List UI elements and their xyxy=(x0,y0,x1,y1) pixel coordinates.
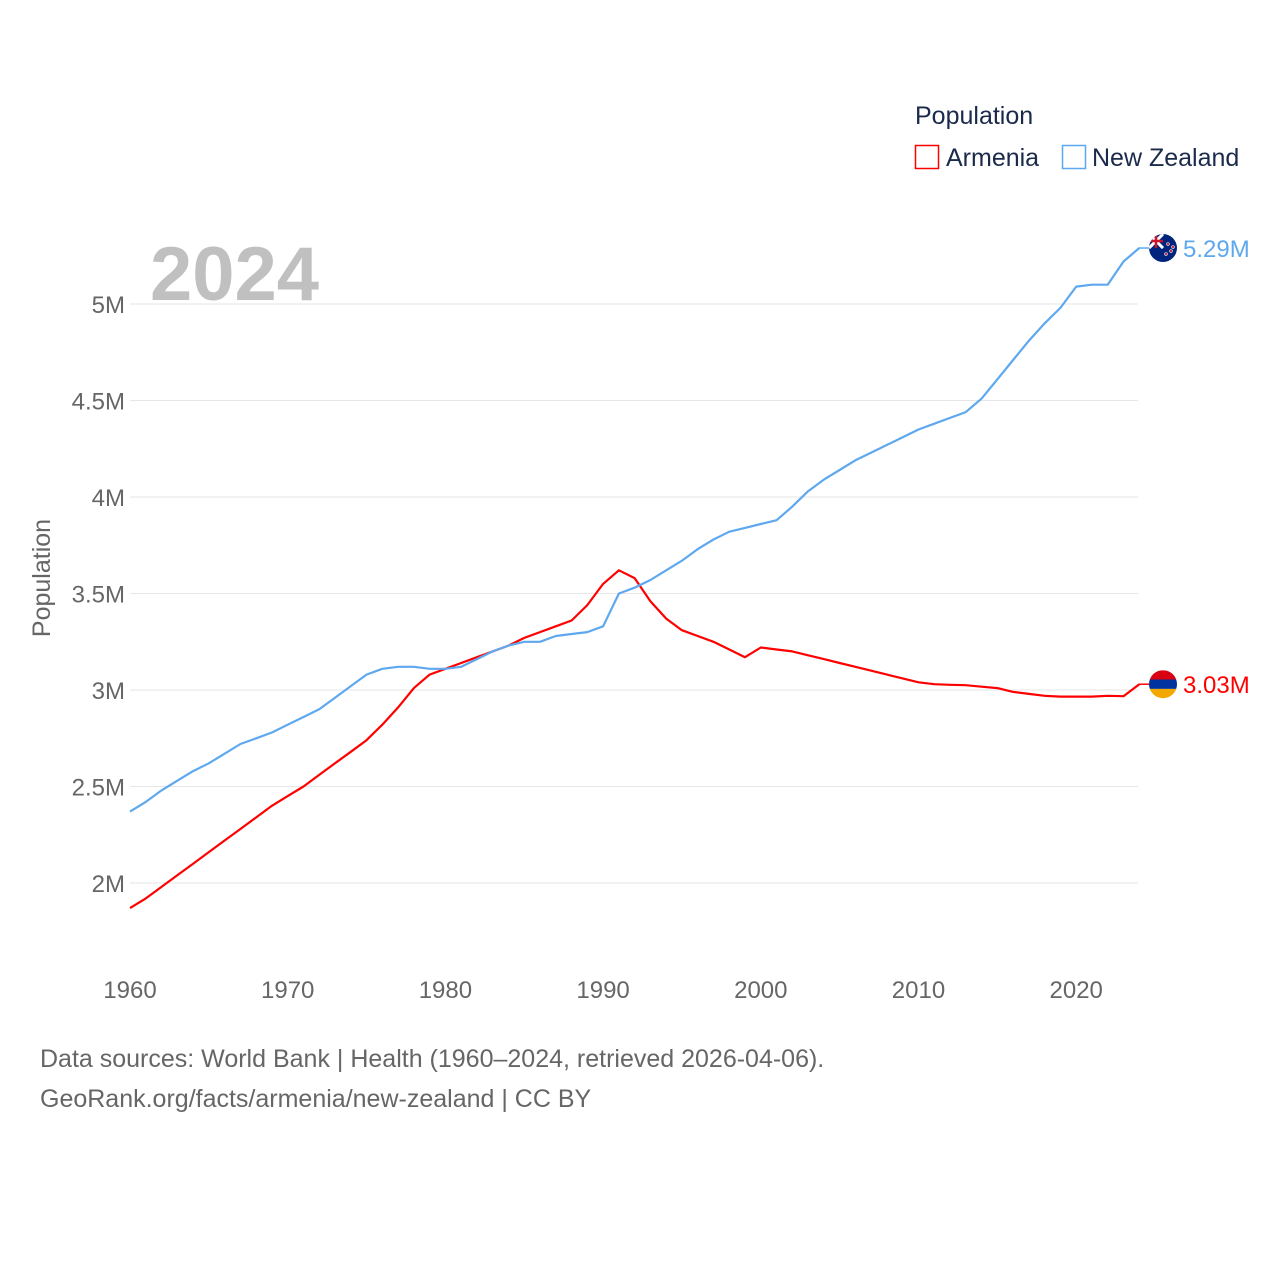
series-line-armenia xyxy=(129,569,1140,910)
flag-star xyxy=(1166,242,1170,246)
series-lines xyxy=(129,247,1141,910)
y-tick-label: 2.5M xyxy=(72,775,125,802)
series-line-new-zealand xyxy=(129,247,1141,813)
y-tick-label: 2M xyxy=(92,871,125,898)
y-tick-label: 3M xyxy=(92,678,125,705)
legend-label-armenia: Armenia xyxy=(946,144,1039,172)
y-tick-label: 4M xyxy=(92,485,125,512)
y-axis-label: Population xyxy=(28,519,56,637)
flag-star xyxy=(1169,249,1173,253)
flag-star xyxy=(1164,252,1168,256)
flag-stripe-red xyxy=(1149,670,1177,681)
flag-stripe-blue xyxy=(1149,679,1177,689)
y-tick-label: 5M xyxy=(92,292,125,319)
legend-title: Population xyxy=(915,102,1033,130)
credit-link[interactable]: GeoRank.org/facts/armenia/new-zealand | … xyxy=(40,1085,592,1113)
x-tick-label: 1990 xyxy=(576,977,629,1004)
legend-swatch-armenia xyxy=(914,144,940,170)
x-tick-label: 1980 xyxy=(419,977,472,1004)
year-watermark: 2024 xyxy=(150,232,319,317)
x-tick-label: 1960 xyxy=(103,977,156,1004)
legend-item-armenia[interactable]: Armenia xyxy=(914,144,1040,172)
y-tick-label: 3.5M xyxy=(72,582,125,609)
data-sources-text: Data sources: World Bank | Health (1960–… xyxy=(40,1045,825,1073)
legend-label-new-zealand: New Zealand xyxy=(1092,144,1239,172)
y-tick-label: 4.5M xyxy=(72,389,125,416)
x-tick-label: 2010 xyxy=(892,977,945,1004)
legend: Population Armenia New Zealand xyxy=(914,102,1240,172)
gridlines xyxy=(130,303,1138,884)
y-axis-ticks: 2M 2.5M 3M 3.5M 4M 4.5M 5M xyxy=(72,292,125,898)
flag-stripe-orange xyxy=(1149,688,1177,699)
x-tick-label: 1970 xyxy=(261,977,314,1004)
x-tick-label: 2020 xyxy=(1050,977,1103,1004)
end-value-label-new-zealand: 5.29M xyxy=(1183,236,1250,263)
armenia-flag-icon xyxy=(1149,670,1177,699)
flag-star xyxy=(1171,245,1175,249)
series-end-markers: 3.03M 5.29M xyxy=(1139,234,1250,699)
new-zealand-flag-icon xyxy=(1149,234,1177,263)
legend-item-new-zealand[interactable]: New Zealand xyxy=(1061,144,1240,172)
legend-swatch-new-zealand xyxy=(1061,144,1087,170)
x-axis-ticks: 1960 1970 1980 1990 2000 2010 2020 xyxy=(103,977,1103,1004)
end-value-label-armenia: 3.03M xyxy=(1183,672,1250,699)
x-tick-label: 2000 xyxy=(734,977,787,1004)
